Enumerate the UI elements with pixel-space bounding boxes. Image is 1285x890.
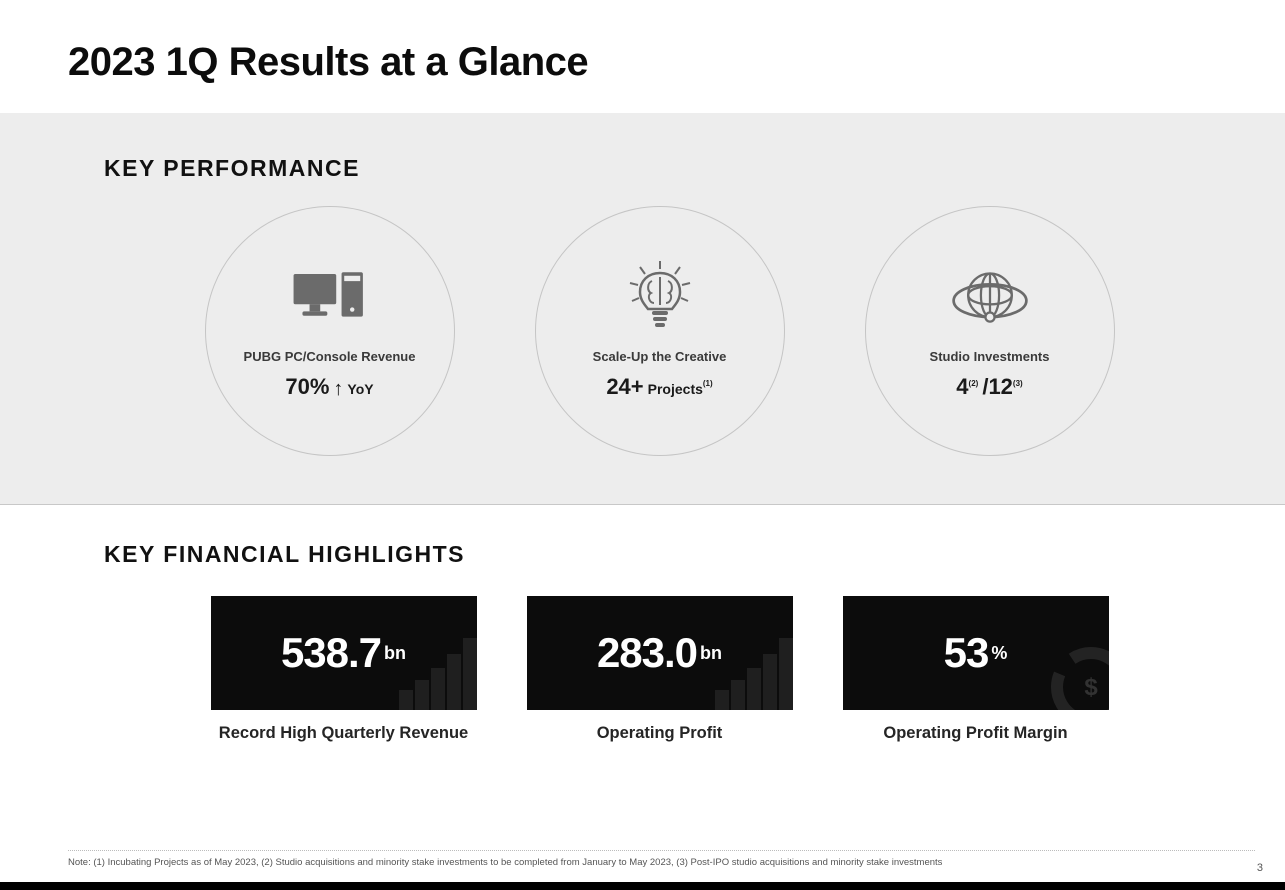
footnote-ref: (3)	[1013, 379, 1023, 388]
financial-card-col: 283.0bn Operating Profit	[527, 596, 793, 743]
page-number: 3	[1257, 862, 1263, 874]
key-financial-heading: KEY FINANCIAL HIGHLIGHTS	[104, 541, 1215, 568]
kpi-value-suffix: Projects(1)	[648, 381, 713, 397]
kpi-value: 24+ Projects(1)	[606, 374, 712, 400]
gauge-deco-icon: $	[1049, 645, 1109, 710]
financial-card-revenue: 538.7bn	[211, 596, 477, 710]
kpi-value: 4(2)/12(3)	[956, 374, 1022, 400]
kpi-circles-row: PUBG PC/Console Revenue 70% ↑ YoY	[104, 206, 1215, 456]
desktop-icon	[290, 263, 370, 333]
card-caption: Operating Profit Margin	[883, 724, 1067, 743]
bulb-brain-icon	[620, 263, 700, 333]
kpi-value-main: 24+	[606, 374, 643, 400]
kpi-value-main: 70%	[285, 374, 329, 400]
kpi-label: PUBG PC/Console Revenue	[244, 349, 416, 364]
financial-cards-row: 538.7bn Record High Quarterly Revenue 28…	[104, 596, 1215, 743]
page-title: 2023 1Q Results at a Glance	[0, 0, 1285, 113]
card-value: 53	[944, 629, 989, 677]
kpi-label: Scale-Up the Creative	[593, 349, 727, 364]
kpi-label: Studio Investments	[930, 349, 1050, 364]
card-caption: Operating Profit	[597, 724, 723, 743]
key-performance-heading: KEY PERFORMANCE	[104, 155, 1215, 182]
svg-text:$: $	[1084, 674, 1098, 701]
financial-card-col: 538.7bn Record High Quarterly Revenue	[211, 596, 477, 743]
financial-card-col: 53% $ Operating Profit Margin	[843, 596, 1109, 743]
kpi-circle-revenue: PUBG PC/Console Revenue 70% ↑ YoY	[205, 206, 455, 456]
card-value: 538.7	[281, 629, 381, 677]
kpi-value-part: 4(2)	[956, 374, 978, 400]
key-performance-section: KEY PERFORMANCE PUBG PC/Console Revenue …	[0, 113, 1285, 505]
card-unit: %	[991, 643, 1007, 664]
footnote-ref: (2)	[969, 379, 979, 388]
financial-card-op-margin: 53% $	[843, 596, 1109, 710]
kpi-value-part: /12(3)	[982, 374, 1022, 400]
kpi-circle-investments: Studio Investments 4(2)/12(3)	[865, 206, 1115, 456]
bars-deco-icon	[715, 638, 793, 710]
footnote-text: Note: (1) Incubating Projects as of May …	[68, 850, 1255, 868]
kpi-value-suffix: YoY	[347, 381, 373, 397]
card-value: 283.0	[597, 629, 697, 677]
bars-deco-icon	[399, 638, 477, 710]
kpi-circle-creative: Scale-Up the Creative 24+ Projects(1)	[535, 206, 785, 456]
footnote-ref: (1)	[703, 379, 713, 388]
key-financial-section: KEY FINANCIAL HIGHLIGHTS 538.7bn Record …	[0, 505, 1285, 753]
card-caption: Record High Quarterly Revenue	[219, 724, 468, 743]
arrow-up-icon: ↑	[333, 379, 343, 399]
bottom-bar	[0, 882, 1285, 890]
financial-card-op-profit: 283.0bn	[527, 596, 793, 710]
kpi-value: 70% ↑ YoY	[285, 374, 373, 400]
globe-orbit-icon	[950, 263, 1030, 333]
